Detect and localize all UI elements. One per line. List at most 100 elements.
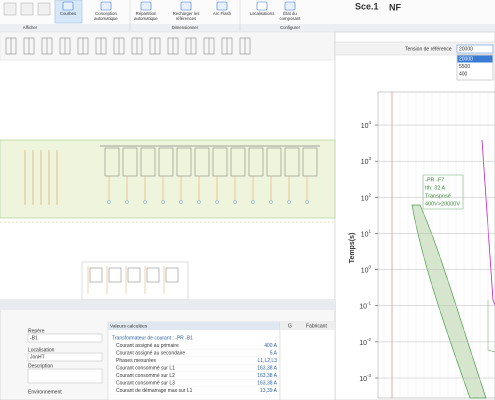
value-number: 400 A: [264, 343, 277, 349]
y-axis-label: Temps(s): [349, 233, 356, 264]
button-icon[interactable]: [284, 1, 296, 11]
schematic-node: [215, 200, 219, 204]
dropdown-highlight: [457, 55, 493, 63]
property-label: Localisation: [28, 347, 55, 353]
y-tick-base: 10: [361, 159, 369, 166]
scenario[interactable]: Sce.1: [355, 1, 379, 11]
reference-dropdown[interactable]: [456, 44, 494, 54]
standard[interactable]: NF: [389, 2, 401, 12]
curve-toolbar: [334, 41, 495, 56]
button-icon[interactable]: [100, 1, 112, 11]
button-label[interactable]: Localisations: [250, 11, 275, 16]
button-label[interactable]: Arc Flash: [213, 11, 232, 16]
schematic-block: [81, 261, 189, 301]
button-icon[interactable]: [180, 1, 192, 11]
y-tick-exponent: -3: [367, 373, 371, 378]
value-name: Courant consommé sur L3: [116, 380, 175, 386]
y-tick-label: 10-2: [359, 337, 371, 347]
y-tick-label: 10-1: [359, 301, 371, 311]
property-value[interactable]: -B1: [30, 335, 38, 341]
value-name: Courant consommé sur L2: [116, 373, 175, 379]
button-label[interactable]: références: [176, 16, 196, 21]
button-label[interactable]: Courbes: [60, 11, 76, 16]
selected-button[interactable]: [54, 0, 83, 24]
reference-value[interactable]: 20000: [459, 46, 473, 52]
group-label: Configurer: [280, 25, 301, 30]
small-button[interactable]: [37, 2, 51, 16]
property-label: Environnement: [28, 389, 62, 395]
y-tick-label: 10-3: [359, 373, 371, 383]
y-tick-label: 102: [361, 192, 372, 202]
dropdown-option[interactable]: 400: [459, 71, 468, 77]
value-name: Courant assigné au secondaire: [116, 350, 185, 356]
button-label[interactable]: Répartition: [136, 11, 157, 16]
schematic-cell: [104, 147, 120, 177]
property-value[interactable]: JonHT: [30, 354, 45, 360]
values-header: [108, 322, 280, 330]
schematic-cell: [140, 147, 156, 177]
curve-annotation: 400V>20000V: [425, 201, 460, 207]
button-label[interactable]: composant: [279, 16, 301, 21]
value-number: 163,38 A: [257, 373, 277, 379]
button-label[interactable]: État du: [283, 11, 297, 16]
dropdown-option[interactable]: 5500: [459, 64, 470, 70]
magenta-curve: [481, 139, 495, 306]
button-icon[interactable]: [62, 1, 74, 11]
dropdown-option[interactable]: 20000: [459, 56, 473, 62]
schematic-cell: [108, 267, 122, 283]
schematic-node: [143, 200, 147, 204]
schematic-area: [0, 139, 336, 219]
button-label[interactable]: Conception: [95, 11, 117, 16]
schematic-node: [161, 200, 165, 204]
button-icon[interactable]: [256, 1, 268, 11]
schematic-node: [305, 200, 309, 204]
property-box[interactable]: [27, 352, 103, 362]
value-number: 163,38 A: [257, 380, 277, 386]
property-box[interactable]: [27, 333, 103, 343]
grid-header-row: [280, 322, 335, 330]
small-button[interactable]: [3, 2, 17, 16]
y-tick-label: 103: [361, 156, 372, 166]
value-number: 13,39 A: [260, 388, 278, 394]
small-button[interactable]: [20, 2, 34, 16]
curve-annotation: Transposé: [425, 193, 451, 199]
ribbon-groups: [0, 24, 495, 32]
schematic-node: [251, 200, 255, 204]
schematic-cell: [248, 147, 264, 177]
curve-annotation: Ith: 32 A: [425, 185, 446, 191]
y-tick-exponent: 4: [368, 120, 371, 125]
schematic-cell: [122, 147, 138, 177]
button-label[interactable]: automatique: [134, 16, 158, 21]
button-icon[interactable]: [216, 1, 228, 11]
schematic-node: [107, 200, 111, 204]
button-icon[interactable]: [140, 1, 152, 11]
y-tick-base: 10: [361, 123, 369, 130]
y-tick-base: 10: [359, 340, 367, 347]
button-label[interactable]: automatique: [94, 16, 118, 21]
y-tick-label: 104: [361, 120, 372, 130]
schematic-cell: [230, 147, 246, 177]
y-tick-label: 101: [361, 229, 372, 239]
schematic-cell: [284, 147, 300, 177]
schematic-node: [197, 200, 201, 204]
y-tick-base: 10: [359, 376, 367, 383]
schematic-node: [125, 200, 129, 204]
bottom-toolbar: [0, 300, 335, 310]
property-box[interactable]: [27, 368, 103, 384]
property-label: Description: [28, 363, 53, 369]
schematic-cell: [302, 147, 318, 177]
schematic-cell: [89, 267, 103, 283]
y-tick-exponent: -2: [367, 337, 371, 342]
reference-label: Tension de référence: [405, 46, 452, 52]
value-number: 163,38 A: [257, 365, 277, 371]
schematic-cell: [127, 267, 141, 283]
value-name: Courant consommé sur L1: [116, 365, 175, 371]
property-label: Repère: [28, 328, 45, 334]
button-label[interactable]: Recharger les: [173, 11, 200, 16]
value-name: Courant de démarrage max sur L1: [116, 388, 193, 394]
y-tick-exponent: -1: [367, 301, 371, 306]
schematic-cell: [165, 267, 179, 283]
symbol-toolbar: [0, 31, 336, 61]
